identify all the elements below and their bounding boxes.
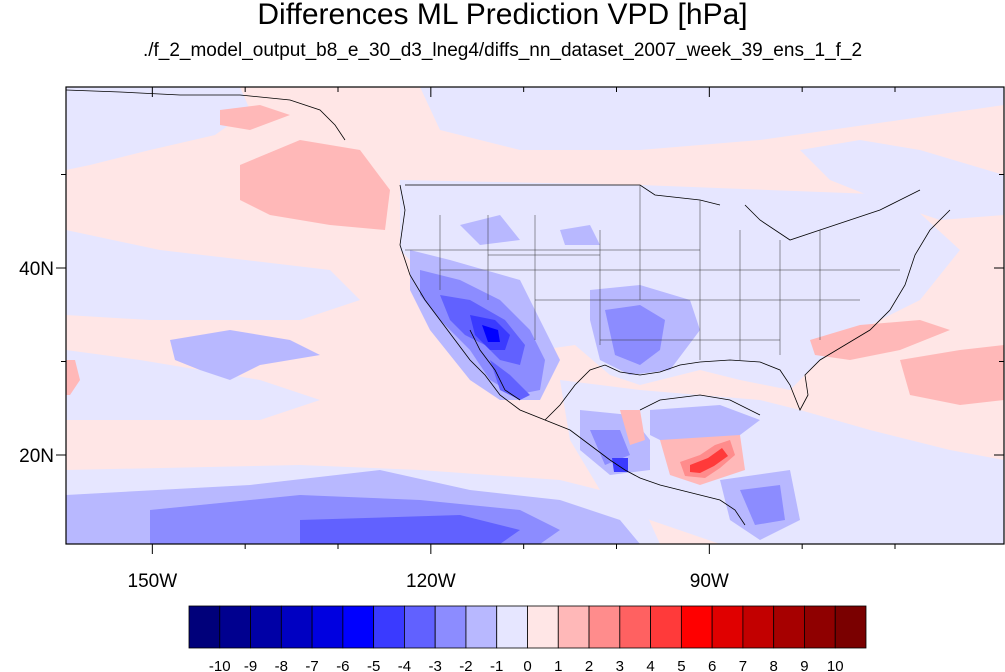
coastlines — [66, 89, 951, 526]
colorbar-label: 6 — [708, 658, 716, 672]
colorbar-label: -8 — [275, 658, 288, 672]
colorbar-swatch — [404, 605, 436, 649]
colorbar-label: -9 — [244, 658, 257, 672]
x-tick-label: 90W — [690, 571, 729, 592]
colorbar-label: -3 — [429, 658, 442, 672]
colorbar-swatch — [619, 605, 651, 649]
map-plot-area — [66, 87, 1004, 544]
colorbar-label: 0 — [523, 658, 531, 672]
colorbar-label: 8 — [770, 658, 778, 672]
colorbar-swatch — [311, 605, 344, 649]
colorbar-label: 10 — [827, 658, 844, 672]
colorbar-swatch — [742, 605, 775, 649]
x-axis-ticks: 150W 120W 90W — [128, 87, 896, 592]
contour-level-minus4-to-minus6 — [300, 295, 628, 544]
colorbar-swatch — [188, 605, 221, 649]
colorbar-label: -10 — [209, 658, 231, 672]
y-tick-label: 20N — [19, 446, 54, 467]
state-borders — [405, 185, 900, 360]
colorbar-label: 4 — [646, 658, 654, 672]
colorbar-swatch — [250, 605, 282, 649]
colorbar-swatch — [342, 605, 375, 649]
colorbar-label: 2 — [585, 658, 593, 672]
colorbar-swatch — [465, 605, 498, 649]
colorbar-swatch — [804, 605, 836, 649]
colorbar-label: 1 — [554, 658, 562, 672]
colorbar-label: 7 — [739, 658, 747, 672]
colorbar-swatch — [373, 605, 405, 649]
colorbar-label: -1 — [490, 658, 503, 672]
x-tick-label: 150W — [128, 571, 178, 592]
colorbar-swatch — [588, 605, 621, 649]
colorbar-swatch — [650, 605, 682, 649]
colorbar-label: -7 — [305, 658, 318, 672]
colorbar-label: 5 — [677, 658, 685, 672]
map-frame — [65, 86, 1005, 545]
colorbar-swatch — [834, 605, 867, 649]
contour-level-plus3-plus5 — [680, 440, 735, 478]
colorbar-label: -6 — [336, 658, 349, 672]
map-subtitle: ./f_2_model_output_b8_e_30_d3_lneg4/diff… — [142, 40, 863, 61]
map-title: Differences ML Prediction VPD [hPa] — [257, 0, 748, 31]
colorbar-swatch — [527, 605, 559, 649]
colorbar-label: 3 — [616, 658, 624, 672]
colorbar-label: -2 — [459, 658, 472, 672]
colorbar-label: -5 — [367, 658, 380, 672]
colorbar-label: 9 — [800, 658, 808, 672]
colorbar-swatch — [434, 605, 467, 649]
y-tick-label: 40N — [19, 259, 54, 280]
y-axis-ticks: 40N 20N — [19, 174, 1004, 467]
colorbar: -10 -9 -8 -7 -6 -5 -4 -3 -2 -1 0 1 2 3 4 5 6 7 8 9 10 — [188, 605, 867, 672]
colorbar-swatch — [496, 605, 528, 649]
colorbar-swatch — [557, 605, 590, 649]
x-tick-label: 120W — [406, 571, 456, 592]
colorbar-swatch — [711, 605, 744, 649]
colorbar-swatch — [680, 605, 713, 649]
colorbar-swatch — [219, 605, 251, 649]
colorbar-label: -4 — [398, 658, 411, 672]
colorbar-swatch — [280, 605, 313, 649]
colorbar-swatch — [773, 605, 805, 649]
